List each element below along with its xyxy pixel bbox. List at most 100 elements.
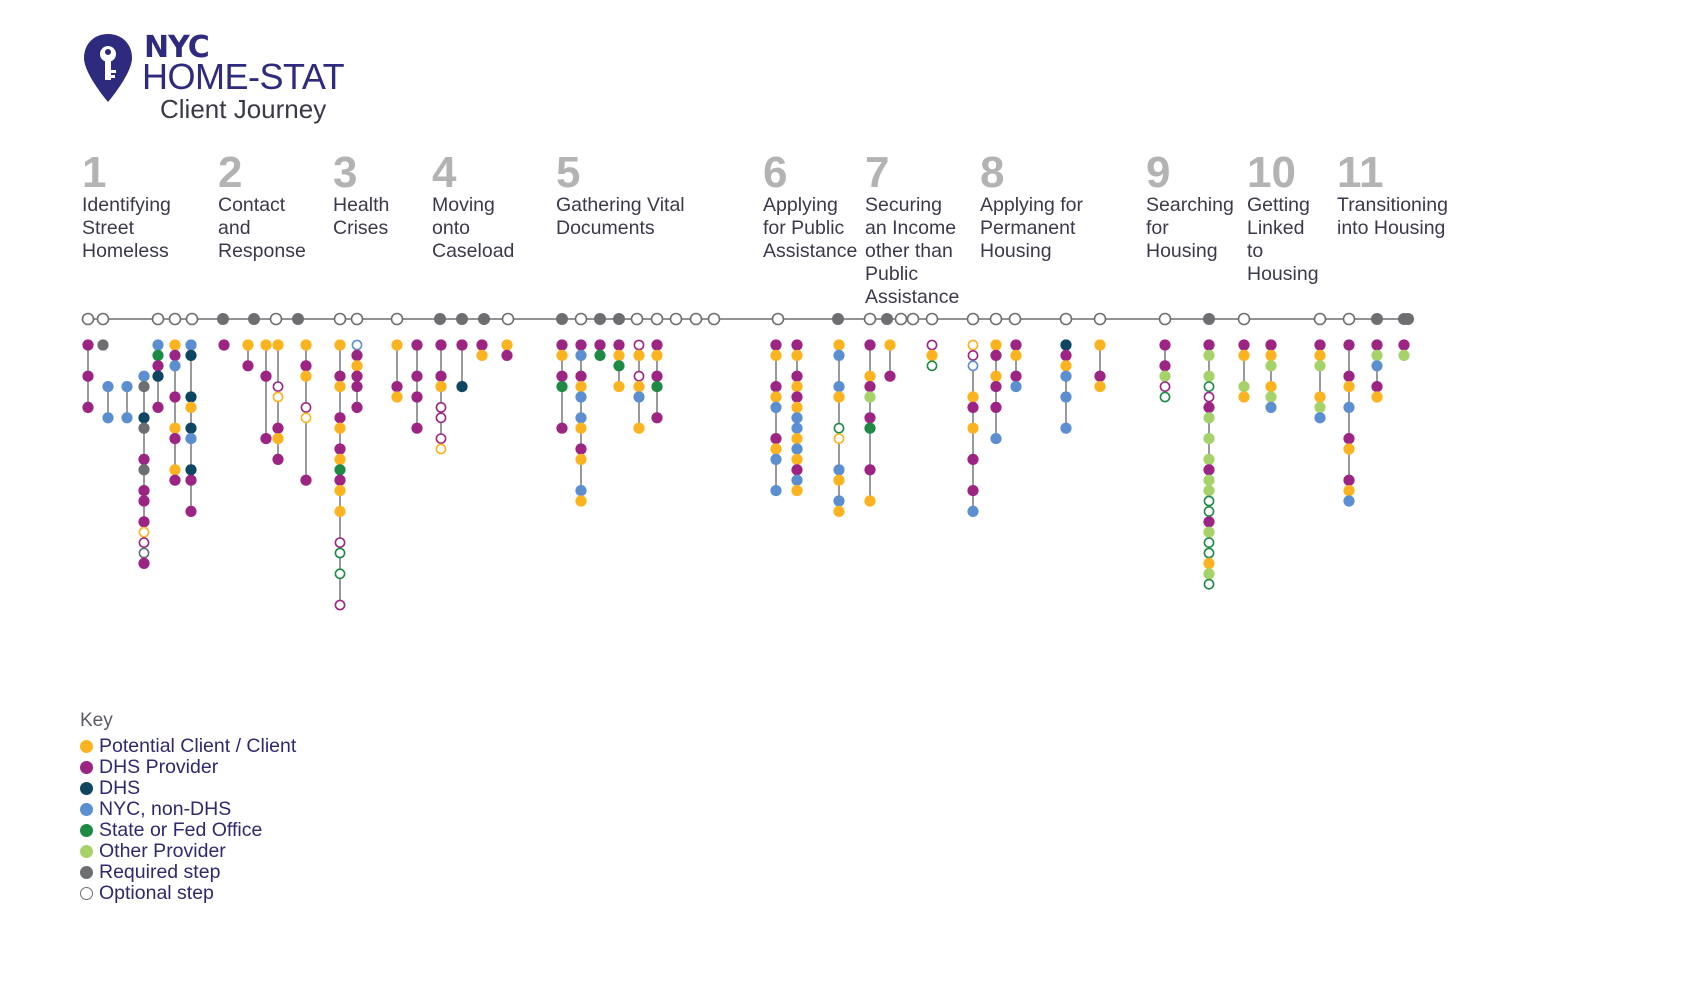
step-node-dhs-provider (1159, 339, 1171, 351)
optional-step-node (435, 412, 447, 424)
step-node-dhs-provider (169, 433, 181, 445)
step-node-client (967, 422, 979, 434)
step-node-client (501, 339, 513, 351)
legend-label: Required step (99, 861, 221, 883)
optional-step-node (1203, 495, 1215, 507)
step-node-dhs-provider (300, 474, 312, 486)
step-node-dhs-provider (300, 360, 312, 372)
step-node-client (864, 495, 876, 507)
step-node-state-fed (334, 464, 346, 476)
step-node-dhs-provider (575, 370, 587, 382)
step-node-nyc-non-dhs (1060, 391, 1072, 403)
step-node-client (1265, 349, 1277, 361)
step-node-nyc-non-dhs (967, 505, 979, 517)
step-node-dhs (456, 381, 468, 393)
stage-number: 10 (1247, 148, 1296, 197)
step-node-dhs-provider (613, 339, 625, 351)
step-node-dhs-provider (242, 360, 254, 372)
legend-item-optional: Optional step (80, 882, 296, 904)
milestone-optional (1008, 312, 1022, 326)
stage-7: 7 Securing an Income other than Public As… (865, 151, 959, 309)
step-node-nyc-non-dhs (102, 381, 114, 393)
step-node-dhs-provider (1010, 339, 1022, 351)
optional-step-node (633, 370, 645, 382)
step-node-nyc-non-dhs (102, 412, 114, 424)
step-node-dhs-provider (334, 474, 346, 486)
step-node-dhs-provider (411, 422, 423, 434)
optional-step-node (138, 547, 150, 559)
stage-number: 2 (218, 148, 243, 197)
step-node-client (1343, 485, 1355, 497)
step-node-nyc-non-dhs (185, 433, 197, 445)
milestone-required (1203, 313, 1215, 325)
milestone-optional (906, 312, 920, 326)
filled-circle-icon (80, 782, 93, 795)
step-node-client (633, 381, 645, 393)
milestone-optional (333, 312, 347, 326)
step-node-dhs (138, 412, 150, 424)
step-node-other-provider (1314, 401, 1326, 413)
step-node-nyc-non-dhs (990, 433, 1002, 445)
step-node-dhs-provider (152, 360, 164, 372)
step-node-other-provider (1265, 391, 1277, 403)
step-node-dhs-provider (864, 464, 876, 476)
step-node-nyc-non-dhs (833, 381, 845, 393)
step-node-dhs-provider (594, 339, 606, 351)
legend-label: Other Provider (99, 840, 226, 862)
milestone-required (881, 313, 893, 325)
step-node-dhs-provider (1343, 370, 1355, 382)
milestone-optional (689, 312, 703, 326)
step-node-dhs-provider (334, 412, 346, 424)
step-node-client (334, 485, 346, 497)
optional-step-node (351, 339, 363, 351)
step-node-dhs-provider (575, 339, 587, 351)
milestone-optional (185, 312, 199, 326)
milestone-optional (151, 312, 165, 326)
step-node-other-provider (1238, 381, 1250, 393)
step-node-client (1343, 381, 1355, 393)
step-node-client (334, 453, 346, 465)
step-node-dhs-provider (556, 422, 568, 434)
step-node-client (791, 381, 803, 393)
step-node-nyc-non-dhs (169, 360, 181, 372)
legend-item-nyc-non-dhs: NYC, non-DHS (80, 798, 296, 820)
stage-3: 3 Health Crises (333, 151, 390, 240)
milestone-required (556, 313, 568, 325)
step-node-nyc-non-dhs (121, 412, 133, 424)
legend-item-state-fed: State or Fed Office (80, 819, 296, 841)
step-node-dhs-provider (82, 339, 94, 351)
step-node-nyc-non-dhs (152, 339, 164, 351)
step-node-client (926, 349, 938, 361)
stage-label: Getting Linked to Housing (1247, 194, 1319, 285)
step-node-client (1010, 349, 1022, 361)
legend-item-other-provider: Other Provider (80, 840, 296, 862)
step-node-client (613, 381, 625, 393)
step-node-dhs-provider (260, 433, 272, 445)
step-node-dhs-provider (169, 349, 181, 361)
step-node-nyc-non-dhs (833, 495, 845, 507)
step-node-nyc-non-dhs (185, 339, 197, 351)
step-node-dhs-provider (1203, 339, 1215, 351)
milestone-required (248, 313, 260, 325)
stage-11: 11 Transitioning into Housing (1337, 151, 1448, 240)
stage-2: 2 Contact and Response (218, 148, 306, 263)
step-node-client (1060, 360, 1072, 372)
stage-label: Health Crises (333, 194, 390, 239)
milestone-required (613, 313, 625, 325)
step-node-nyc-non-dhs (833, 349, 845, 361)
step-node-dhs-provider (334, 370, 346, 382)
optional-step-node (1203, 381, 1215, 392)
step-node-client (334, 339, 346, 351)
optional-step-node (1203, 505, 1215, 517)
step-node-dhs-provider (556, 370, 568, 382)
step-node-client (272, 433, 284, 445)
step-node-client (300, 370, 312, 382)
step-node-dhs-provider (1203, 516, 1215, 528)
step-node-state-fed (556, 381, 568, 393)
step-node-dhs-provider (169, 391, 181, 403)
optional-step-node (1203, 547, 1215, 559)
step-node-dhs-provider (1203, 401, 1215, 413)
step-node-dhs-provider (1343, 339, 1355, 351)
step-node-nyc-non-dhs (1060, 370, 1072, 382)
step-node-dhs-provider (791, 391, 803, 403)
